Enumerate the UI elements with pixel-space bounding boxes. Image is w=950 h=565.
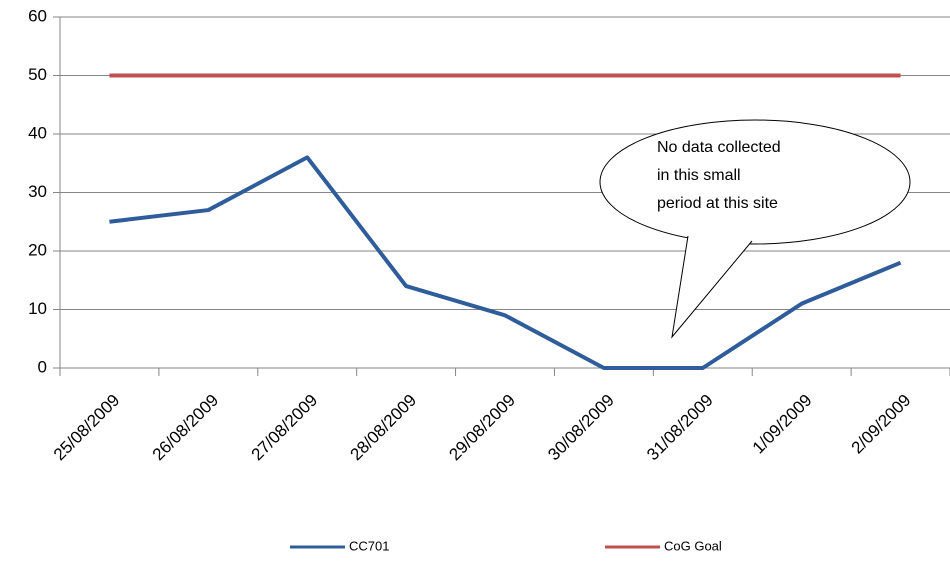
y-tick-label: 0 — [38, 357, 47, 376]
x-tick-label: 26/08/2009 — [149, 391, 223, 465]
callout-bubble — [599, 119, 911, 245]
x-tick-label: 25/08/2009 — [50, 391, 124, 465]
annotation-line: No data collected — [657, 139, 781, 156]
x-tick-label: 28/08/2009 — [347, 391, 421, 465]
y-tick-label: 60 — [28, 6, 47, 25]
x-tick-label: 30/08/2009 — [544, 391, 618, 465]
legend-label: CC701 — [349, 538, 389, 553]
x-tick-label: 31/08/2009 — [643, 391, 717, 465]
y-tick-label: 20 — [28, 240, 47, 259]
y-tick-label: 50 — [28, 65, 47, 84]
x-tick-label: 27/08/2009 — [248, 391, 322, 465]
series-line — [109, 155, 902, 370]
annotation-line: in this small — [657, 167, 741, 184]
x-tick-label: 29/08/2009 — [445, 391, 519, 465]
x-tick-label: 2/09/2009 — [848, 391, 915, 458]
callout-tail — [671, 235, 753, 339]
y-tick-label: 10 — [28, 299, 47, 318]
y-tick-label: 30 — [28, 182, 47, 201]
callout-tail-fill — [672, 236, 752, 337]
x-tick-label: 1/09/2009 — [749, 391, 816, 458]
y-tick-label: 40 — [28, 123, 47, 142]
callout: No data collected in this small period a… — [599, 119, 911, 339]
legend-label: CoG Goal — [664, 538, 722, 553]
annotation-line: period at this site — [657, 195, 778, 212]
